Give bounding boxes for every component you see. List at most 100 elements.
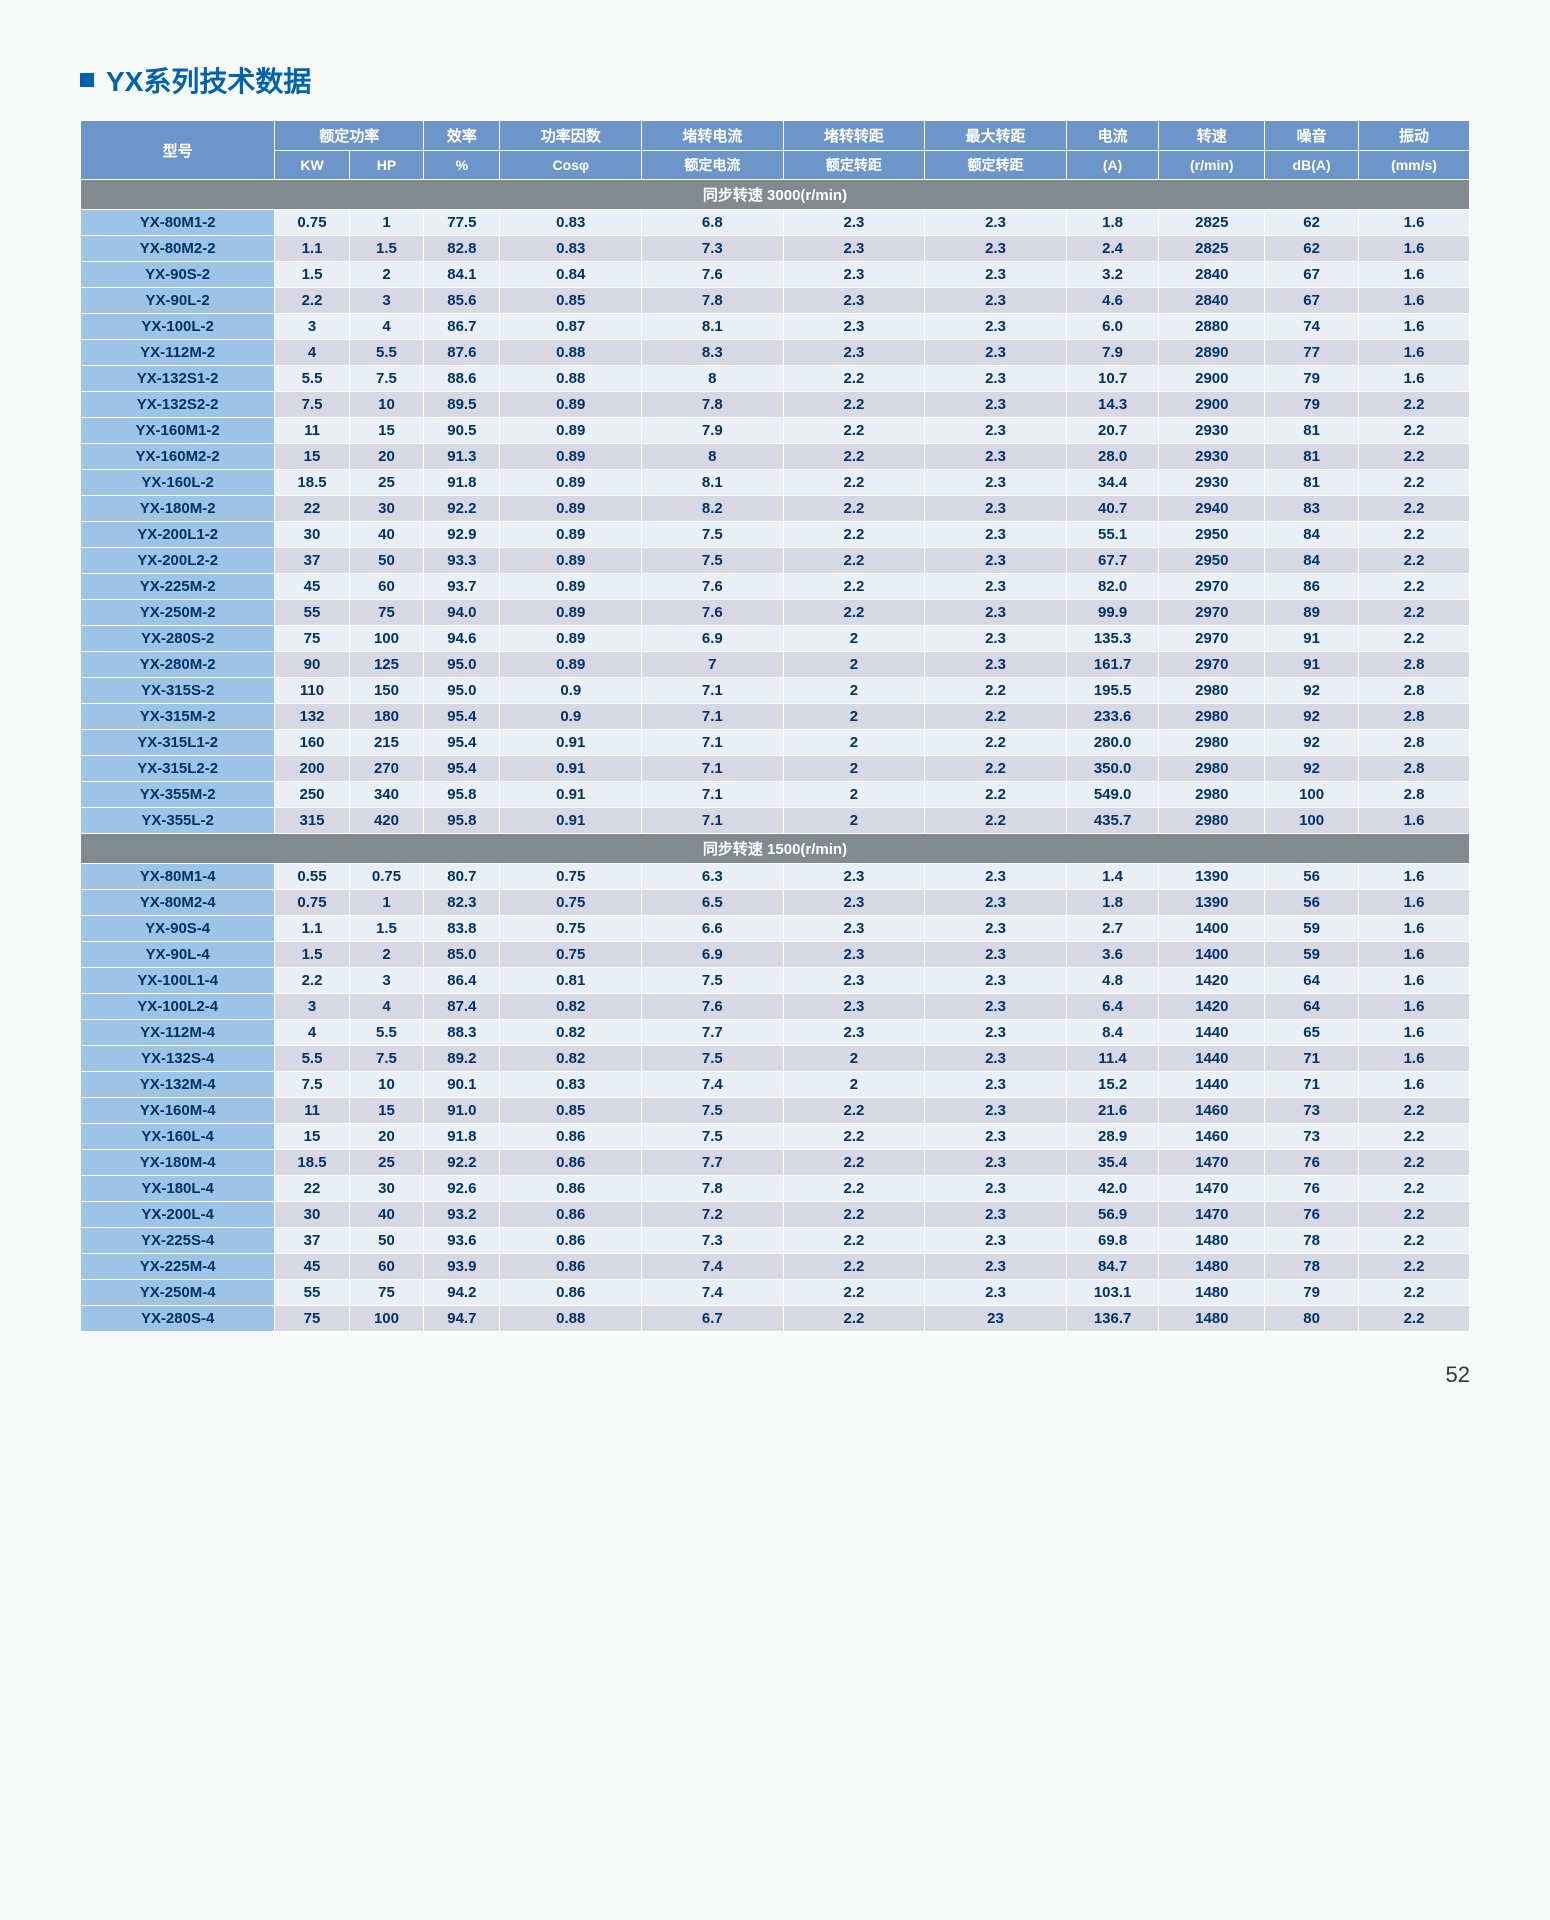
data-cell: 7.4 bbox=[642, 1072, 784, 1098]
model-cell: YX-160L-4 bbox=[81, 1124, 275, 1150]
data-cell: 2.3 bbox=[783, 942, 925, 968]
data-cell: 2 bbox=[783, 652, 925, 678]
data-cell: 3 bbox=[349, 288, 423, 314]
table-row: YX-225S-4375093.60.867.32.22.369.8148078… bbox=[81, 1228, 1470, 1254]
data-cell: 37 bbox=[275, 548, 349, 574]
data-cell: 7.5 bbox=[642, 968, 784, 994]
data-cell: 50 bbox=[349, 1228, 423, 1254]
data-cell: 2.3 bbox=[925, 236, 1067, 262]
data-cell: 270 bbox=[349, 756, 423, 782]
data-cell: 2.3 bbox=[925, 470, 1067, 496]
data-cell: 0.89 bbox=[500, 574, 642, 600]
data-cell: 2 bbox=[783, 678, 925, 704]
table-row: YX-315S-211015095.00.97.122.2195.5298092… bbox=[81, 678, 1470, 704]
data-cell: 22 bbox=[275, 1176, 349, 1202]
data-cell: 0.84 bbox=[500, 262, 642, 288]
data-cell: 78 bbox=[1265, 1254, 1359, 1280]
data-cell: 76 bbox=[1265, 1150, 1359, 1176]
table-row: YX-112M-245.587.60.888.32.32.37.92890771… bbox=[81, 340, 1470, 366]
data-cell: 87.6 bbox=[424, 340, 500, 366]
data-cell: 82.3 bbox=[424, 890, 500, 916]
data-cell: 2.2 bbox=[783, 522, 925, 548]
data-cell: 11.4 bbox=[1066, 1046, 1159, 1072]
data-cell: 0.85 bbox=[500, 1098, 642, 1124]
model-cell: YX-280M-2 bbox=[81, 652, 275, 678]
data-cell: 75 bbox=[275, 626, 349, 652]
data-cell: 2.2 bbox=[783, 1228, 925, 1254]
data-cell: 0.86 bbox=[500, 1280, 642, 1306]
page-title: YX系列技术数据 bbox=[106, 60, 311, 100]
data-cell: 161.7 bbox=[1066, 652, 1159, 678]
data-cell: 4 bbox=[275, 1020, 349, 1046]
data-cell: 88.3 bbox=[424, 1020, 500, 1046]
data-cell: 1.6 bbox=[1359, 314, 1470, 340]
data-cell: 5.5 bbox=[349, 340, 423, 366]
data-cell: 2.3 bbox=[925, 1280, 1067, 1306]
data-cell: 84.1 bbox=[424, 262, 500, 288]
data-cell: 0.91 bbox=[500, 808, 642, 834]
data-cell: 0.91 bbox=[500, 756, 642, 782]
data-cell: 1400 bbox=[1159, 916, 1265, 942]
data-cell: 92.2 bbox=[424, 1150, 500, 1176]
data-cell: 2.8 bbox=[1359, 652, 1470, 678]
data-cell: 4.6 bbox=[1066, 288, 1159, 314]
data-cell: 1.1 bbox=[275, 236, 349, 262]
th-locked-current: 堵转电流 bbox=[642, 121, 784, 151]
data-cell: 76 bbox=[1265, 1202, 1359, 1228]
model-cell: YX-132M-4 bbox=[81, 1072, 275, 1098]
data-cell: 2.3 bbox=[925, 288, 1067, 314]
data-cell: 73 bbox=[1265, 1124, 1359, 1150]
data-cell: 1.1 bbox=[275, 916, 349, 942]
data-cell: 11 bbox=[275, 1098, 349, 1124]
data-cell: 81 bbox=[1265, 444, 1359, 470]
data-cell: 2.8 bbox=[1359, 756, 1470, 782]
data-cell: 25 bbox=[349, 1150, 423, 1176]
data-cell: 1480 bbox=[1159, 1228, 1265, 1254]
data-cell: 2.3 bbox=[925, 444, 1067, 470]
data-cell: 250 bbox=[275, 782, 349, 808]
table-row: YX-200L1-2304092.90.897.52.22.355.129508… bbox=[81, 522, 1470, 548]
table-row: YX-90S-21.5284.10.847.62.32.33.22840671.… bbox=[81, 262, 1470, 288]
data-cell: 0.75 bbox=[500, 942, 642, 968]
data-cell: 2825 bbox=[1159, 236, 1265, 262]
data-cell: 67.7 bbox=[1066, 548, 1159, 574]
data-cell: 0.83 bbox=[500, 210, 642, 236]
data-cell: 180 bbox=[349, 704, 423, 730]
data-cell: 1480 bbox=[1159, 1306, 1265, 1332]
data-cell: 6.4 bbox=[1066, 994, 1159, 1020]
data-cell: 4 bbox=[275, 340, 349, 366]
table-row: YX-100L2-43487.40.827.62.32.36.41420641.… bbox=[81, 994, 1470, 1020]
data-cell: 2.8 bbox=[1359, 704, 1470, 730]
model-cell: YX-315L2-2 bbox=[81, 756, 275, 782]
data-cell: 64 bbox=[1265, 994, 1359, 1020]
data-cell: 7.3 bbox=[642, 1228, 784, 1254]
data-cell: 435.7 bbox=[1066, 808, 1159, 834]
data-cell: 88.6 bbox=[424, 366, 500, 392]
data-cell: 2.2 bbox=[925, 678, 1067, 704]
table-row: YX-80M1-20.75177.50.836.82.32.31.8282562… bbox=[81, 210, 1470, 236]
model-cell: YX-132S2-2 bbox=[81, 392, 275, 418]
th-rated-power: 额定功率 bbox=[275, 121, 424, 151]
model-cell: YX-90L-2 bbox=[81, 288, 275, 314]
data-cell: 10 bbox=[349, 1072, 423, 1098]
data-cell: 2.2 bbox=[925, 782, 1067, 808]
data-cell: 2.2 bbox=[783, 1124, 925, 1150]
data-cell: 0.9 bbox=[500, 704, 642, 730]
data-cell: 7.6 bbox=[642, 600, 784, 626]
table-row: YX-80M1-40.550.7580.70.756.32.32.31.4139… bbox=[81, 864, 1470, 890]
model-cell: YX-315M-2 bbox=[81, 704, 275, 730]
data-cell: 1 bbox=[349, 890, 423, 916]
data-cell: 125 bbox=[349, 652, 423, 678]
data-cell: 2890 bbox=[1159, 340, 1265, 366]
data-cell: 2.3 bbox=[925, 1150, 1067, 1176]
data-cell: 150 bbox=[349, 678, 423, 704]
data-cell: 2.2 bbox=[1359, 496, 1470, 522]
data-cell: 7.8 bbox=[642, 392, 784, 418]
data-cell: 2.3 bbox=[783, 890, 925, 916]
data-cell: 2 bbox=[783, 1046, 925, 1072]
data-cell: 20.7 bbox=[1066, 418, 1159, 444]
data-cell: 0.75 bbox=[349, 864, 423, 890]
data-cell: 2.2 bbox=[1359, 1280, 1470, 1306]
data-cell: 6.7 bbox=[642, 1306, 784, 1332]
data-cell: 93.3 bbox=[424, 548, 500, 574]
